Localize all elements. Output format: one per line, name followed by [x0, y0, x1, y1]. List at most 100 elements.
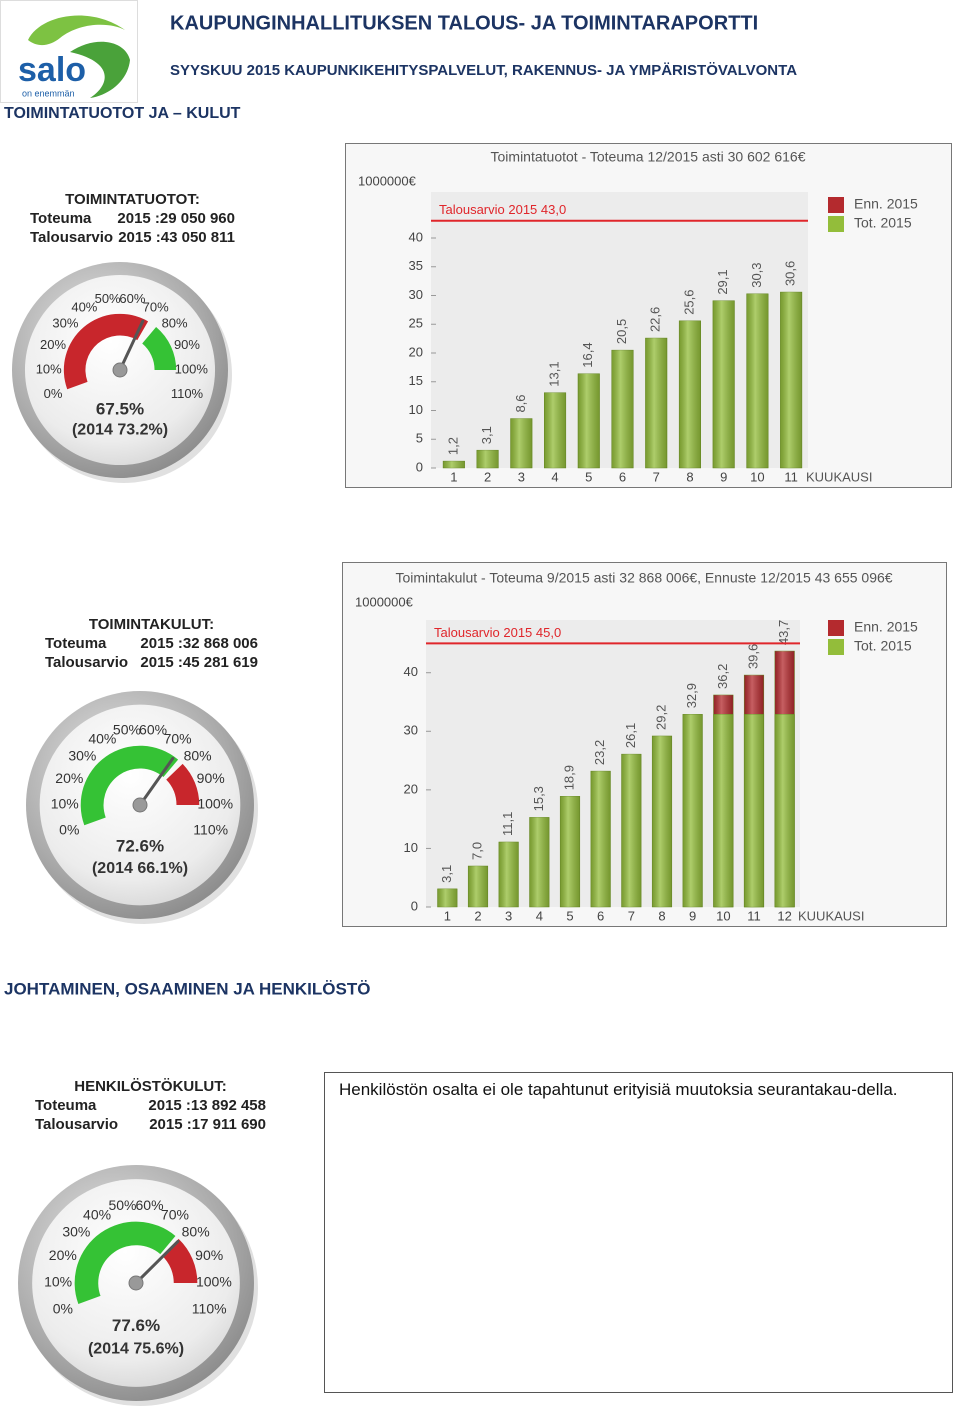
x-tick-label: 5: [566, 908, 573, 923]
gauge-tick-label: 70%: [161, 1206, 189, 1222]
gauge-tick-label: 0%: [59, 821, 79, 837]
data-label: 13,1: [546, 361, 561, 386]
gauge-tick-label: 70%: [164, 731, 192, 747]
gauge-line-label: Talousarvio: [45, 654, 128, 671]
gauge-tick-label: 60%: [139, 722, 167, 738]
bar-shine: [712, 300, 735, 468]
section-heading: JOHTAMINEN, OSAAMINEN JA HENKILÖSTÖ: [4, 979, 370, 998]
gauge-tick-label: 110%: [192, 1300, 227, 1316]
data-label: 23,2: [592, 740, 607, 765]
bar-shine: [529, 817, 550, 907]
gauge-tick-label: 10%: [36, 361, 62, 376]
gauge-band: [63, 313, 149, 390]
y-tick-label: 5: [416, 431, 423, 446]
bar-shine: [577, 373, 600, 468]
gauge-tick-label: 90%: [174, 337, 200, 352]
gauge-tick-label: 70%: [143, 300, 169, 315]
gauge-tick-label: 100%: [175, 361, 209, 376]
gauge-tick-label: 60%: [136, 1197, 164, 1213]
x-tick-label: 7: [653, 469, 660, 484]
y-tick-label: 10: [409, 402, 423, 417]
gauge-previous: (2014 73.2%): [72, 422, 168, 439]
bar-shine: [744, 714, 764, 907]
x-tick-label: 12: [777, 908, 791, 923]
logo-swoosh: [28, 15, 125, 46]
bar-shine: [611, 350, 634, 468]
bar-shine: [780, 292, 802, 468]
gauge-line-label: Talousarvio: [35, 1116, 118, 1133]
gauge-line-value: 2015 :29 050 960: [117, 210, 235, 227]
bar-shine: [746, 293, 769, 468]
y-tick-label: 35: [409, 258, 423, 273]
bar-shine: [544, 392, 566, 468]
gauge-tick-label: 110%: [193, 821, 228, 837]
gauge-line-label: Toteuma: [35, 1097, 97, 1114]
logo-swoosh: [70, 41, 130, 98]
x-tick-label: 2: [474, 908, 481, 923]
gauge-value: 72.6%: [116, 837, 164, 856]
gauge-previous: (2014 75.6%): [88, 1340, 184, 1357]
bar-shine: [443, 461, 465, 468]
gauge-line-value: 2015 :45 281 619: [140, 654, 258, 671]
bar-shine: [498, 841, 519, 907]
legend-label: Tot. 2015: [854, 638, 912, 654]
data-label: 43,7: [776, 620, 791, 645]
gauge-needle: [134, 1239, 180, 1285]
gauge-band: [142, 326, 177, 370]
data-label: 39,6: [745, 644, 760, 669]
gauge-tick-label: 80%: [162, 316, 188, 331]
data-label: 26,1: [623, 723, 638, 748]
gauge-tick-label: 50%: [113, 722, 141, 738]
data-label: 16,4: [580, 342, 595, 367]
x-tick-label: 8: [658, 908, 665, 923]
gauge-tick-label: 40%: [71, 300, 97, 315]
data-label: 18,9: [561, 765, 576, 790]
x-axis-label: KUUKAUSI: [798, 908, 864, 923]
gauge-hub: [128, 1275, 144, 1291]
x-tick-label: 10: [716, 908, 730, 923]
x-axis-label: KUUKAUSI: [806, 469, 872, 484]
legend-label: Tot. 2015: [854, 215, 912, 231]
y-tick-label: 20: [409, 344, 423, 359]
gauge-line-value: 2015 :43 050 811: [118, 229, 235, 246]
gauge-hub: [112, 362, 128, 378]
x-tick-label: 11: [784, 469, 798, 484]
gauge-value: 77.6%: [112, 1316, 160, 1335]
y-tick-label: 15: [409, 373, 423, 388]
legend-swatch: [828, 216, 844, 232]
data-label: 30,3: [749, 262, 764, 287]
report-subtitle: SYYSKUU 2015 KAUPUNKIKEHITYSPALVELUT, RA…: [170, 62, 797, 79]
gauge-title: TOIMINTAKULUT:: [89, 616, 214, 633]
y-tick-label: 40: [404, 664, 418, 679]
section-heading: TOIMINTATUOTOT JA – KULUT: [4, 105, 241, 122]
gauge-tick-label: 20%: [49, 1247, 77, 1263]
legend-label: Enn. 2015: [854, 196, 918, 212]
budget-label: Talousarvio 2015 45,0: [434, 625, 561, 640]
unit-label: 1000000€: [355, 594, 414, 609]
gauge-tick-label: 0%: [53, 1300, 73, 1316]
y-tick-label: 0: [416, 459, 423, 474]
gauge-title: TOIMINTATUOTOT:: [65, 191, 200, 208]
gauge-line-label: Talousarvio: [30, 229, 113, 246]
data-label: 3,1: [439, 865, 454, 883]
x-tick-label: 1: [444, 908, 451, 923]
gauge: TOIMINTATUOTOT: Toteuma 2015 :29 050 960Ta…: [12, 191, 235, 483]
x-tick-label: 10: [750, 469, 764, 484]
gauge-tick-label: 40%: [83, 1206, 111, 1222]
data-label: 3,1: [479, 426, 494, 444]
gauge-tick-label: 50%: [95, 291, 121, 306]
gauge-tick-label: 30%: [68, 747, 96, 763]
plot-area: [426, 620, 800, 907]
gauge-tick-label: 10%: [44, 1274, 72, 1290]
gauge-tick-label: 80%: [182, 1224, 210, 1240]
data-label: 29,1: [715, 269, 730, 294]
gauge-tick-label: 30%: [62, 1224, 90, 1240]
x-tick-label: 11: [747, 908, 761, 923]
gauge-tick-label: 100%: [197, 796, 233, 812]
gauge-line-label: Toteuma: [30, 210, 92, 227]
gauge-hub: [132, 797, 148, 813]
gauge-band: [80, 745, 179, 826]
bar-shine: [621, 754, 642, 907]
legend-label: Enn. 2015: [854, 619, 918, 635]
